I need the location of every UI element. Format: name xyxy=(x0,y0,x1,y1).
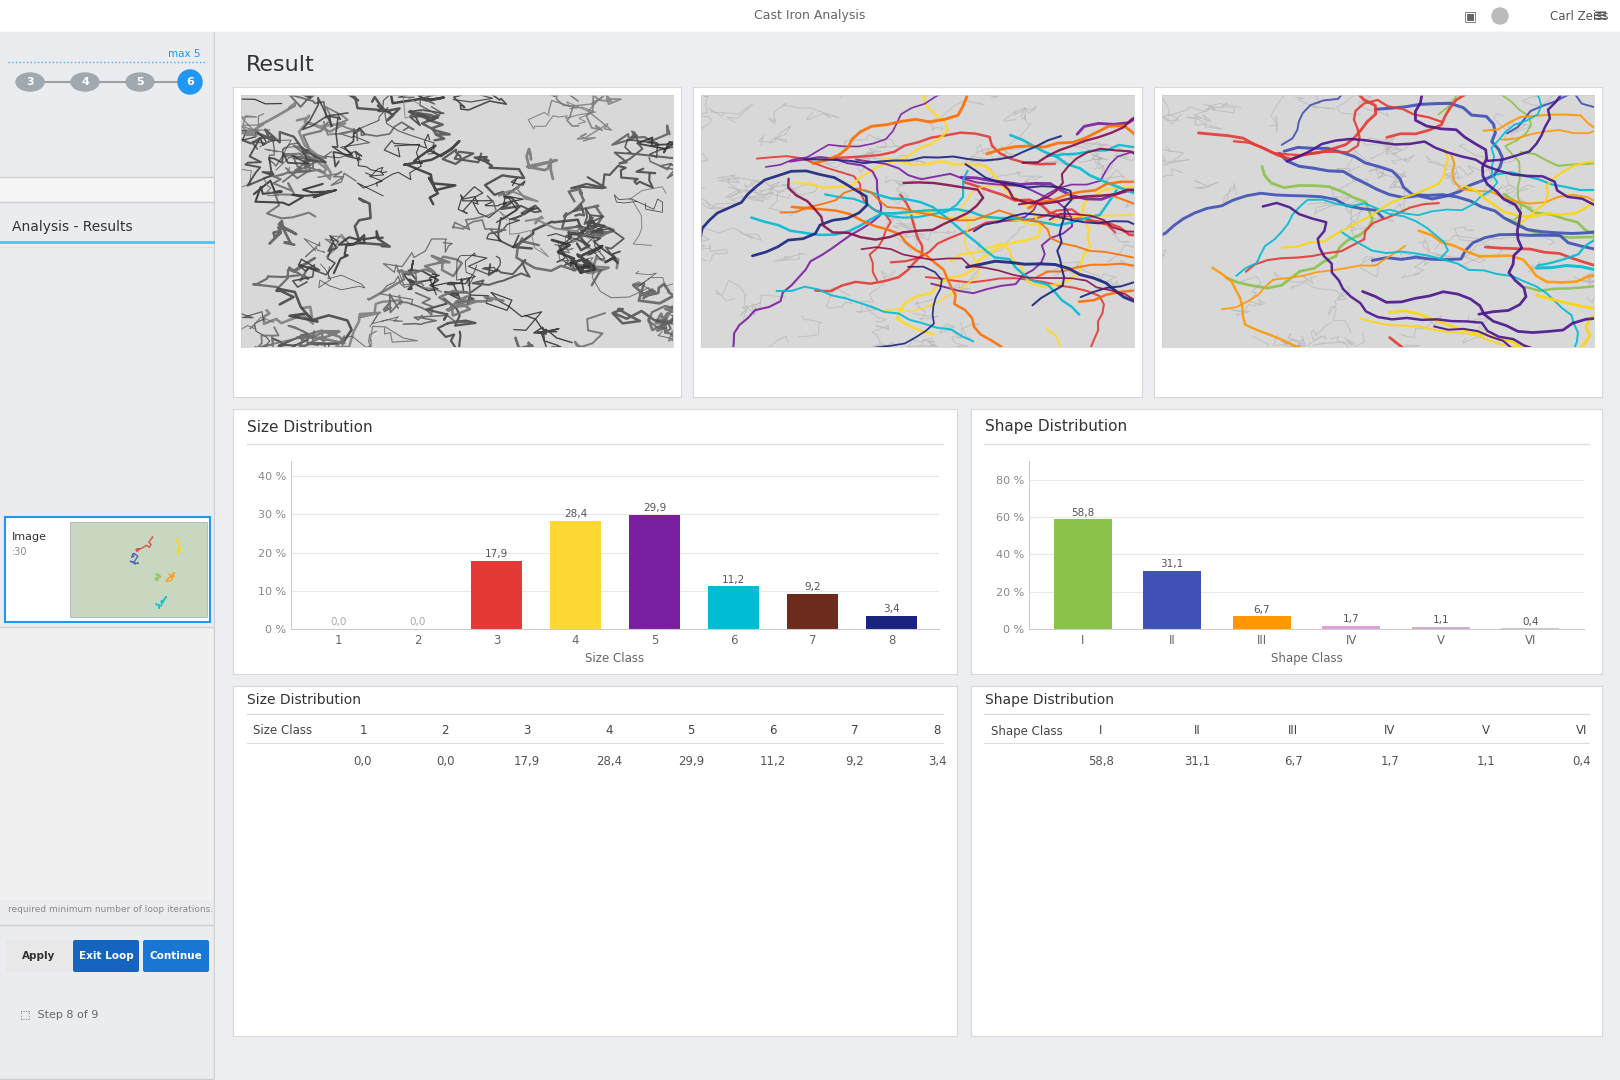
Text: 4: 4 xyxy=(81,77,89,87)
Text: 1: 1 xyxy=(360,725,366,738)
Text: 3: 3 xyxy=(523,725,531,738)
Text: Size Class: Size Class xyxy=(253,725,313,738)
Circle shape xyxy=(178,70,202,94)
Text: Result: Result xyxy=(246,55,314,75)
Text: Shape Class: Shape Class xyxy=(991,725,1063,738)
Ellipse shape xyxy=(126,73,154,91)
Text: 9,2: 9,2 xyxy=(804,582,821,592)
Text: 29,9: 29,9 xyxy=(643,503,666,513)
Text: Cast Iron Analysis: Cast Iron Analysis xyxy=(755,10,865,23)
Text: 0,0: 0,0 xyxy=(436,755,454,768)
Text: Continue: Continue xyxy=(149,951,202,961)
Text: 09.04.2018 12:57:30: 09.04.2018 12:57:30 xyxy=(1163,116,1273,126)
Text: 4: 4 xyxy=(606,725,612,738)
Bar xyxy=(1053,519,1111,629)
Bar xyxy=(708,586,760,629)
Bar xyxy=(1411,627,1469,629)
Ellipse shape xyxy=(71,73,99,91)
Bar xyxy=(0,177,215,202)
Text: 1,7: 1,7 xyxy=(1343,615,1359,624)
Text: IV: IV xyxy=(1383,725,1395,738)
Text: 1,1: 1,1 xyxy=(1476,755,1495,768)
Text: Analyzed Image - Size Distribution: Analyzed Image - Size Distribution xyxy=(703,98,933,111)
Text: 6: 6 xyxy=(770,725,776,738)
Text: max 5: max 5 xyxy=(167,49,199,59)
FancyBboxPatch shape xyxy=(5,517,211,622)
Bar xyxy=(1144,571,1202,629)
Text: 11,2: 11,2 xyxy=(723,575,745,584)
Text: 1,1: 1,1 xyxy=(1432,616,1448,625)
Text: 09.04.2018 12:57:30: 09.04.2018 12:57:30 xyxy=(703,116,813,126)
Text: 6,7: 6,7 xyxy=(1285,755,1302,768)
FancyBboxPatch shape xyxy=(6,940,71,972)
Text: Shape Distribution: Shape Distribution xyxy=(985,693,1115,707)
X-axis label: Shape Class: Shape Class xyxy=(1270,652,1343,665)
Text: Analysis - Results: Analysis - Results xyxy=(11,220,133,234)
Text: 0,0: 0,0 xyxy=(330,618,347,627)
Bar xyxy=(70,522,207,617)
Bar xyxy=(787,594,838,629)
Text: 58,8: 58,8 xyxy=(1071,508,1095,517)
Text: 17,9: 17,9 xyxy=(484,549,509,559)
Text: ⬚  Step 8 of 9: ⬚ Step 8 of 9 xyxy=(19,1010,99,1020)
Text: 0,0: 0,0 xyxy=(410,618,426,627)
Bar xyxy=(867,616,917,629)
Text: Original Image: Original Image xyxy=(243,98,342,111)
Circle shape xyxy=(1492,8,1508,24)
Text: 28,4: 28,4 xyxy=(564,509,586,519)
FancyBboxPatch shape xyxy=(73,940,139,972)
Bar xyxy=(1233,617,1291,629)
Text: V: V xyxy=(1482,725,1490,738)
Text: 0,0: 0,0 xyxy=(353,755,373,768)
Text: Shape Distribution: Shape Distribution xyxy=(985,419,1128,434)
Bar xyxy=(471,561,522,629)
Bar xyxy=(549,521,601,629)
Text: 0,4: 0,4 xyxy=(1573,755,1591,768)
Text: 11,2: 11,2 xyxy=(760,755,786,768)
Text: 0,4: 0,4 xyxy=(1523,617,1539,626)
Text: 8: 8 xyxy=(933,725,941,738)
Text: Size Distribution: Size Distribution xyxy=(246,419,373,434)
Text: III: III xyxy=(1288,725,1299,738)
Bar xyxy=(1322,625,1380,629)
Text: 9,2: 9,2 xyxy=(846,755,865,768)
Text: II: II xyxy=(1194,725,1200,738)
Text: 1,7: 1,7 xyxy=(1380,755,1400,768)
Text: 2: 2 xyxy=(441,725,449,738)
Text: 3: 3 xyxy=(26,77,34,87)
Text: Image: Image xyxy=(11,532,47,542)
Text: 5: 5 xyxy=(687,725,695,738)
Text: 28,4: 28,4 xyxy=(596,755,622,768)
Text: 7: 7 xyxy=(850,725,859,738)
Text: Size Distribution: Size Distribution xyxy=(246,693,361,707)
Text: VI: VI xyxy=(1576,725,1588,738)
Text: 5: 5 xyxy=(136,77,144,87)
Text: 09.04.2018 12:57:30: 09.04.2018 12:57:30 xyxy=(243,116,353,126)
Text: required minimum number of loop iterations.: required minimum number of loop iteratio… xyxy=(8,905,214,915)
Text: :30: :30 xyxy=(11,546,28,557)
X-axis label: Size Class: Size Class xyxy=(585,652,645,665)
Text: I: I xyxy=(1100,725,1103,738)
Text: 31,1: 31,1 xyxy=(1160,559,1184,569)
Text: Analyzed Image - Shape Distribution: Analyzed Image - Shape Distribution xyxy=(1163,98,1408,111)
Text: 6,7: 6,7 xyxy=(1254,605,1270,615)
Text: Exit Loop: Exit Loop xyxy=(79,951,133,961)
Text: Apply: Apply xyxy=(23,951,55,961)
Text: 6: 6 xyxy=(186,77,194,87)
FancyBboxPatch shape xyxy=(143,940,209,972)
Text: 29,9: 29,9 xyxy=(677,755,705,768)
Bar xyxy=(0,627,215,900)
Text: 3,4: 3,4 xyxy=(883,605,899,615)
Text: 17,9: 17,9 xyxy=(514,755,539,768)
Text: 58,8: 58,8 xyxy=(1089,755,1115,768)
Text: Carl Zeiss: Carl Zeiss xyxy=(1550,10,1609,23)
Text: ≡: ≡ xyxy=(1592,6,1607,25)
Text: ▣: ▣ xyxy=(1463,9,1476,23)
Ellipse shape xyxy=(16,73,44,91)
Text: 3,4: 3,4 xyxy=(928,755,946,768)
Bar xyxy=(629,515,680,629)
Text: 31,1: 31,1 xyxy=(1184,755,1210,768)
